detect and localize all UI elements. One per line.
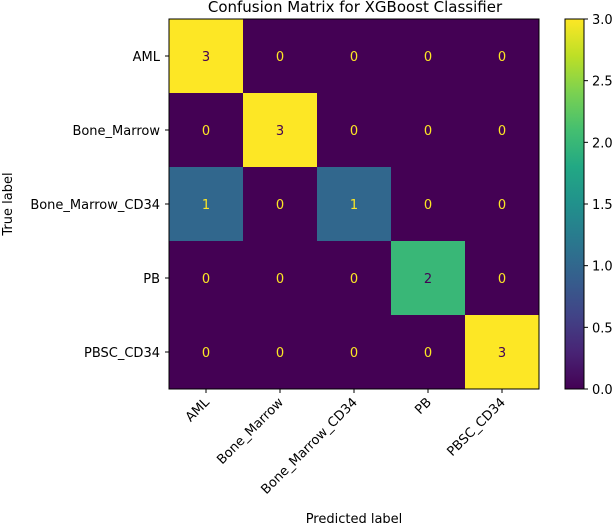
x-tick-label: PBSC_CD34 bbox=[444, 395, 508, 459]
colorbar-tick-label: 0.0 bbox=[592, 383, 613, 398]
cell-value-label: 0 bbox=[424, 50, 432, 65]
cell-value-label: 0 bbox=[424, 198, 432, 213]
cell-value-label: 0 bbox=[350, 50, 358, 65]
heatmap-cell bbox=[317, 19, 392, 94]
cell-value-label: 3 bbox=[498, 346, 506, 361]
x-tick-label: Bone_Marrow bbox=[214, 395, 287, 468]
heatmap-cell bbox=[391, 315, 466, 390]
x-tick-label: AML bbox=[183, 395, 213, 425]
heatmap-cell bbox=[169, 241, 244, 316]
cell-value-label: 3 bbox=[202, 50, 210, 65]
colorbar-tick-label: 2.0 bbox=[592, 136, 613, 151]
heatmap-cell bbox=[243, 167, 318, 242]
chart-title: Confusion Matrix for XGBoost Classifier bbox=[208, 0, 503, 16]
cell-value-label: 2 bbox=[424, 272, 432, 287]
heatmap-cell bbox=[317, 167, 392, 242]
x-tick-label: PB bbox=[412, 395, 434, 417]
y-tick-label: Bone_Marrow bbox=[72, 124, 160, 139]
cell-value-label: 0 bbox=[498, 124, 506, 139]
y-axis-label: True label bbox=[1, 172, 16, 236]
colorbar-tick-label: 0.5 bbox=[592, 321, 613, 336]
cell-value-label: 1 bbox=[350, 198, 358, 213]
cell-value-label: 0 bbox=[276, 346, 284, 361]
heatmap-cell bbox=[169, 93, 244, 168]
cell-value-label: 0 bbox=[202, 272, 210, 287]
heatmap-cell-labels: 3 0 0 0 0 0 3 0 0 0 1 0 1 0 0 0 0 0 2 0 0 0 0 0 3 bbox=[202, 50, 506, 361]
y-tick-label: AML bbox=[133, 50, 161, 65]
colorbar-tick-label: 3.0 bbox=[592, 13, 613, 28]
cell-value-label: 0 bbox=[350, 124, 358, 139]
colorbar-ticks: 0.0 0.5 1.0 1.5 2.0 2.5 3.0 bbox=[584, 13, 613, 398]
colorbar bbox=[564, 18, 585, 390]
heatmap-cell bbox=[169, 167, 244, 242]
cell-value-label: 0 bbox=[424, 124, 432, 139]
cell-value-label: 0 bbox=[424, 346, 432, 361]
y-tick-label: PB bbox=[143, 272, 160, 287]
cell-value-label: 0 bbox=[498, 272, 506, 287]
heatmap-cell bbox=[465, 315, 540, 390]
heatmap-cell bbox=[169, 19, 244, 94]
heatmap-cell bbox=[391, 167, 466, 242]
heatmap-cell bbox=[391, 241, 466, 316]
cell-value-label: 0 bbox=[276, 272, 284, 287]
cell-value-label: 0 bbox=[202, 346, 210, 361]
heatmap-cell bbox=[243, 93, 318, 168]
cell-value-label: 0 bbox=[350, 346, 358, 361]
heatmap-cell bbox=[317, 93, 392, 168]
cell-value-label: 3 bbox=[276, 124, 284, 139]
colorbar-tick-label: 2.5 bbox=[592, 75, 613, 90]
cell-value-label: 0 bbox=[276, 198, 284, 213]
cell-value-label: 0 bbox=[202, 124, 210, 139]
y-axis-ticks: AML Bone_Marrow Bone_Marrow_CD34 PB PBSC_CD3… bbox=[30, 50, 169, 361]
heatmap-cell bbox=[465, 167, 540, 242]
cell-value-label: 1 bbox=[202, 198, 210, 213]
y-tick-label: Bone_Marrow_CD34 bbox=[30, 198, 160, 213]
heatmap-cell bbox=[317, 241, 392, 316]
heatmap-cell bbox=[465, 241, 540, 316]
colorbar-tick-label: 1.0 bbox=[592, 260, 613, 275]
heatmap-cell bbox=[317, 315, 392, 390]
heatmap-cell bbox=[243, 241, 318, 316]
cell-value-label: 0 bbox=[350, 272, 358, 287]
heatmap-cells bbox=[169, 19, 540, 390]
heatmap-cell bbox=[465, 93, 540, 168]
cell-value-label: 0 bbox=[498, 50, 506, 65]
heatmap-cell bbox=[391, 19, 466, 94]
heatmap-cell bbox=[465, 19, 540, 94]
cell-value-label: 0 bbox=[276, 50, 284, 65]
cell-value-label: 0 bbox=[498, 198, 506, 213]
heatmap-cell bbox=[243, 19, 318, 94]
y-tick-label: PBSC_CD34 bbox=[84, 346, 160, 361]
heatmap-cell bbox=[243, 315, 318, 390]
heatmap-cell bbox=[391, 93, 466, 168]
colorbar-tick-label: 1.5 bbox=[592, 198, 613, 213]
x-axis-label: Predicted label bbox=[306, 512, 403, 524]
heatmap-cell bbox=[169, 315, 244, 390]
